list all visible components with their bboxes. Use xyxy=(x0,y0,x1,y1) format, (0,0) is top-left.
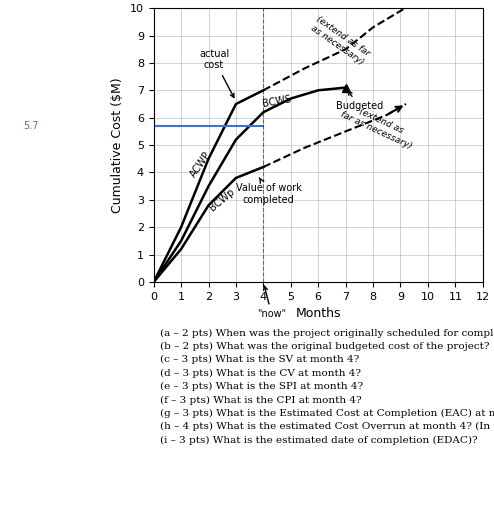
Text: 5.7: 5.7 xyxy=(23,121,39,131)
X-axis label: Months: Months xyxy=(295,307,341,320)
Text: (extend as
far as necessary): (extend as far as necessary) xyxy=(339,101,418,151)
Text: actual
cost: actual cost xyxy=(199,49,234,98)
Text: (a – 2 pts) When was the project originally scheduled for completion?
(b – 2 pts: (a – 2 pts) When was the project origina… xyxy=(160,329,494,445)
Text: ACWP: ACWP xyxy=(188,150,212,179)
Text: BCWp: BCWp xyxy=(208,186,237,213)
Text: (extend as far
as necessary): (extend as far as necessary) xyxy=(309,15,371,67)
Text: "now": "now" xyxy=(257,286,286,319)
Text: Value of work
completed: Value of work completed xyxy=(236,178,302,204)
Text: Budgeted: Budgeted xyxy=(336,91,383,112)
Y-axis label: Cumulative Cost ($M): Cumulative Cost ($M) xyxy=(111,78,124,213)
Text: BCWS: BCWS xyxy=(262,94,292,109)
